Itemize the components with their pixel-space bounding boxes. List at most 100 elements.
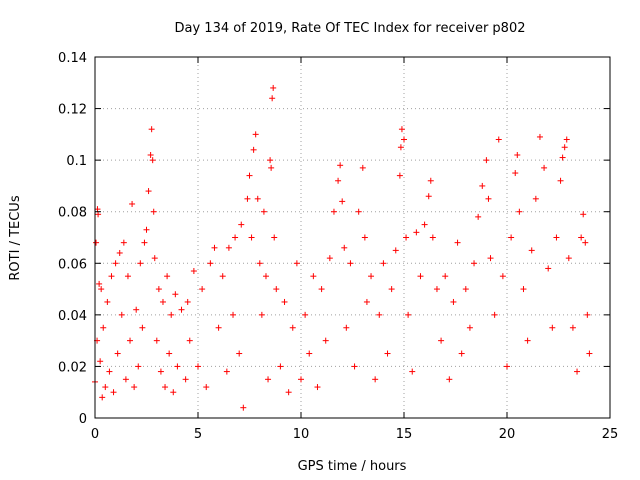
y-tick-label: 0.04	[58, 309, 87, 324]
data-point	[306, 350, 313, 357]
data-point	[293, 260, 300, 267]
data-point	[225, 244, 232, 251]
data-point	[314, 384, 321, 391]
data-point	[139, 324, 146, 331]
data-point	[398, 126, 405, 133]
data-point	[421, 221, 428, 228]
data-point	[545, 265, 552, 272]
data-point	[376, 311, 383, 318]
data-point	[273, 286, 280, 293]
y-axis-label: ROTI / TECUs	[8, 195, 23, 280]
data-point	[252, 131, 259, 138]
data-point	[536, 133, 543, 140]
data-point	[270, 84, 277, 91]
data-point	[211, 244, 218, 251]
data-point	[219, 273, 226, 280]
data-point	[475, 213, 482, 220]
x-tick-label: 20	[499, 427, 516, 442]
data-point	[246, 172, 253, 179]
data-point	[150, 208, 157, 215]
data-point	[483, 157, 490, 164]
data-point	[561, 144, 568, 151]
data-point	[199, 286, 206, 293]
grid-lines	[95, 57, 610, 418]
x-tick-label: 25	[602, 427, 619, 442]
y-tick-label: 0.14	[58, 51, 87, 66]
data-point	[504, 363, 510, 370]
data-point	[148, 126, 155, 133]
data-point	[322, 337, 329, 344]
x-tick-label: 15	[396, 427, 413, 442]
data-point	[532, 195, 539, 202]
data-point	[127, 337, 134, 344]
data-point	[302, 311, 309, 318]
data-point	[512, 170, 519, 177]
data-point	[120, 239, 127, 246]
data-point	[417, 273, 424, 280]
data-point	[388, 286, 395, 293]
x-tick-label: 5	[194, 427, 202, 442]
data-point	[186, 337, 193, 344]
data-point	[565, 255, 572, 262]
data-point	[143, 226, 150, 233]
data-point	[114, 350, 121, 357]
data-point	[258, 311, 265, 318]
data-point	[524, 337, 531, 344]
data-point	[359, 164, 366, 171]
data-points	[92, 84, 593, 411]
data-point	[159, 298, 166, 305]
data-point	[520, 286, 527, 293]
data-point	[147, 151, 154, 158]
data-point	[153, 337, 160, 344]
data-point	[553, 234, 560, 241]
data-point	[137, 260, 144, 267]
data-point	[250, 146, 257, 153]
data-point	[559, 154, 566, 161]
data-point	[166, 350, 173, 357]
data-point	[155, 286, 162, 293]
data-point	[438, 337, 445, 344]
data-point	[96, 280, 103, 287]
data-point	[106, 368, 113, 375]
data-point	[580, 211, 587, 218]
data-point	[164, 273, 171, 280]
data-point	[112, 260, 119, 267]
data-point	[582, 239, 589, 246]
data-point	[499, 273, 506, 280]
data-point	[454, 239, 461, 246]
data-point	[372, 376, 379, 383]
data-point	[298, 376, 304, 383]
data-point	[549, 324, 556, 331]
y-tick-label: 0.1	[66, 154, 87, 169]
data-point	[236, 350, 243, 357]
data-point	[269, 95, 276, 102]
y-tick-label: 0.12	[58, 103, 87, 118]
data-point	[178, 306, 185, 313]
y-tick-labels: 0 0.02 0.04 0.06 0.08 0.1 0.12 0.14	[58, 51, 87, 427]
data-point	[240, 404, 247, 411]
data-point	[174, 363, 181, 370]
y-tick-label: 0.06	[58, 257, 87, 272]
data-point	[462, 286, 469, 293]
data-point	[95, 211, 102, 218]
x-tick-label: 10	[293, 427, 310, 442]
data-point	[277, 363, 284, 370]
data-point	[99, 394, 106, 401]
data-point	[93, 239, 100, 246]
data-point	[384, 350, 391, 357]
data-point	[458, 350, 465, 357]
data-point	[427, 177, 434, 184]
data-point	[466, 324, 473, 331]
data-point	[528, 247, 535, 254]
data-point	[392, 247, 399, 254]
data-point	[563, 136, 570, 143]
data-point	[409, 368, 416, 375]
data-point	[397, 144, 404, 151]
data-point	[487, 255, 494, 262]
data-point	[569, 324, 576, 331]
data-point	[133, 306, 140, 313]
data-point	[230, 311, 237, 318]
data-point	[149, 157, 156, 164]
data-point	[131, 384, 138, 391]
data-point	[122, 376, 129, 383]
